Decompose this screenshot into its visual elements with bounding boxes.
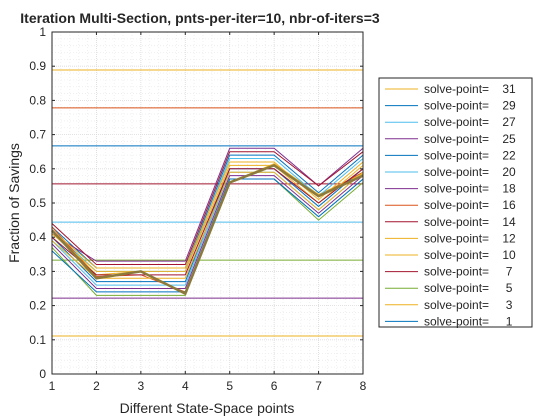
x-axis-ticks: 1 2 3 4 5 6 7 8 <box>49 32 367 393</box>
legend-entry-label: solve-point= 5 <box>424 281 513 295</box>
legend-entry-label: solve-point= 25 <box>424 132 516 146</box>
legend-entry-label: solve-point= 27 <box>424 115 516 129</box>
legend-entry-label: solve-point= 16 <box>424 198 516 212</box>
series-line-7 <box>51 175 364 289</box>
x-tick-label: 6 <box>271 379 278 393</box>
y-tick-label: 0.6 <box>29 162 46 176</box>
y-tick-label: 0.3 <box>29 264 46 278</box>
y-tick-label: 0.1 <box>29 333 46 347</box>
x-tick-label: 4 <box>182 379 189 393</box>
series-lines <box>51 147 364 296</box>
x-tick-label: 2 <box>93 379 100 393</box>
series-line-10 <box>51 161 364 269</box>
y-tick-label: 0.4 <box>29 230 46 244</box>
legend-entry-label: solve-point= 1 <box>424 314 513 328</box>
legend-entry-label: solve-point= 29 <box>424 99 516 113</box>
series-line-9 <box>51 151 364 266</box>
legend-entry-label: solve-point= 18 <box>424 182 516 196</box>
legend-items: solve-point= 31 solve-point= 29 solve-poin… <box>385 82 516 328</box>
series-line-12 <box>51 168 364 276</box>
y-tick-label: 1 <box>39 25 46 39</box>
x-tick-label: 5 <box>226 379 233 393</box>
plot-area: 1 2 3 4 5 6 7 8 0 0.1 0.2 0.3 0.4 0.5 0.6 0.7 0.8 0.9 1 <box>29 25 366 393</box>
y-tick-label: 0 <box>39 367 46 381</box>
y-axis-label: Fraction of Savings <box>6 143 22 263</box>
x-tick-label: 7 <box>315 379 322 393</box>
y-tick-label: 0.8 <box>29 93 46 107</box>
legend-entry-label: solve-point= 7 <box>424 265 513 279</box>
series-line-highlight <box>51 163 364 296</box>
chart-title: Iteration Multi-Section, pnts-per-iter=1… <box>20 10 380 26</box>
x-tick-label: 3 <box>138 379 145 393</box>
y-tick-label: 0.7 <box>29 128 46 142</box>
legend-entry-label: solve-point= 14 <box>424 215 516 229</box>
y-tick-label: 0.5 <box>29 196 46 210</box>
legend-entry-label: solve-point= 20 <box>424 165 516 179</box>
legend-entry-label: solve-point= 3 <box>424 298 513 312</box>
legend-entry-label: solve-point= 10 <box>424 248 516 262</box>
legend: solve-point= 31 solve-point= 29 solve-poin… <box>378 77 533 328</box>
legend-entry-label: solve-point= 12 <box>424 231 516 245</box>
y-tick-label: 0.9 <box>29 59 46 73</box>
y-axis-ticks: 0 0.1 0.2 0.3 0.4 0.5 0.6 0.7 0.8 0.9 1 <box>29 25 363 381</box>
legend-entry-label: solve-point= 22 <box>424 148 516 162</box>
x-axis-label: Different State-Space points <box>120 400 295 416</box>
legend-box <box>378 77 533 328</box>
x-tick-label: 1 <box>49 379 56 393</box>
y-tick-label: 0.2 <box>29 299 46 313</box>
x-tick-label: 8 <box>360 379 367 393</box>
legend-entry-label: solve-point= 31 <box>424 82 516 96</box>
